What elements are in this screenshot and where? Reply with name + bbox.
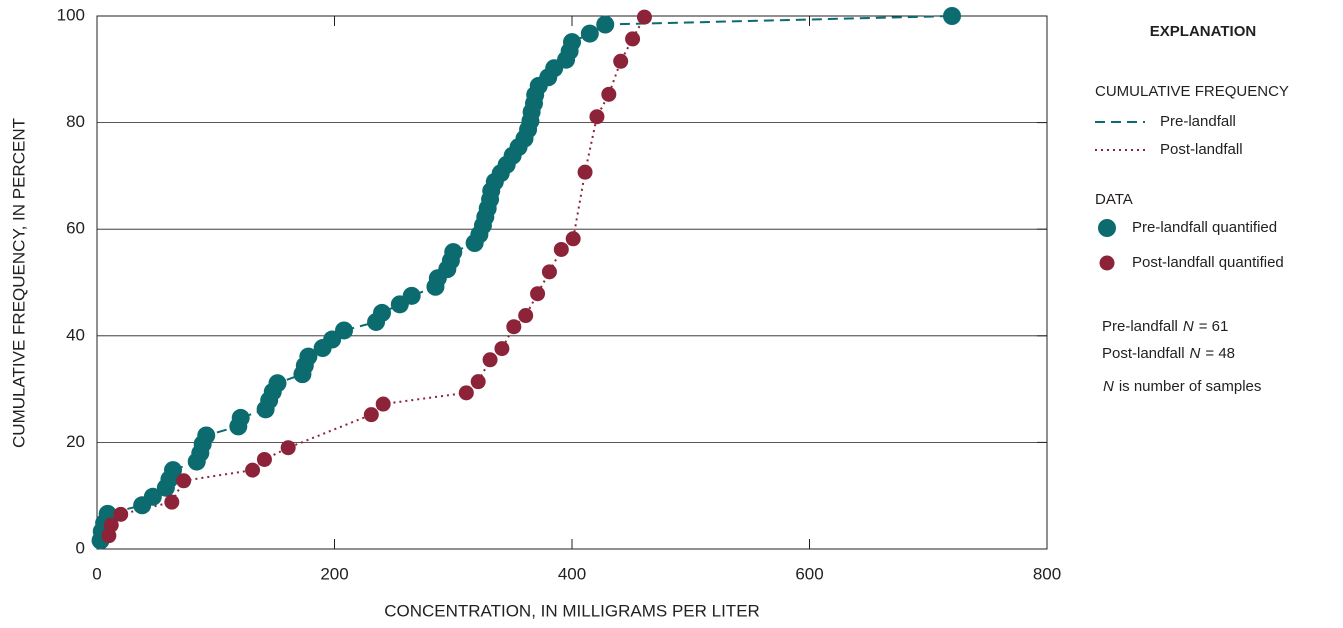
x-tick-label: 600: [795, 564, 823, 583]
y-tick-label: 100: [57, 5, 85, 24]
data-point: [268, 374, 287, 393]
legend-heading: DATA: [1095, 191, 1133, 208]
data-point: [280, 440, 296, 456]
data-point: [518, 308, 534, 324]
data-point: [563, 33, 581, 52]
x-tick-label: 800: [1033, 564, 1061, 583]
data-point: [103, 517, 119, 533]
data-point: [470, 374, 486, 390]
data-point: [164, 494, 180, 510]
data-point: [164, 461, 182, 480]
data-point: [335, 321, 353, 340]
x-axis-label: CONCENTRATION, IN MILLIGRAMS PER LITER: [384, 601, 760, 620]
legend-heading: CUMULATIVE FREQUENCY: [1095, 83, 1289, 100]
note-part: N: [1190, 345, 1201, 362]
legend-marker: [1098, 219, 1116, 237]
cumulative-line: [107, 16, 646, 536]
data-point: [565, 231, 581, 247]
data-point: [363, 407, 379, 423]
data-point: [458, 385, 474, 401]
data-point: [402, 286, 421, 305]
data-point: [601, 86, 617, 102]
data-point: [143, 487, 162, 506]
note-part: Pre-landfall: [1102, 318, 1178, 335]
y-tick-label: 40: [66, 325, 85, 344]
data-point: [482, 352, 498, 368]
data-point: [373, 303, 391, 322]
x-tick-label: 400: [558, 564, 586, 583]
data-point: [494, 341, 510, 357]
data-point: [530, 286, 546, 302]
data-point: [197, 426, 216, 445]
note-part: is number of samples: [1119, 378, 1262, 395]
data-point: [231, 408, 250, 427]
data-point: [577, 164, 593, 180]
data-point: [256, 451, 272, 467]
note-part: = 48: [1205, 345, 1235, 362]
data-point: [625, 31, 641, 47]
data-point: [943, 7, 961, 25]
note-part: N: [1103, 378, 1114, 395]
data-point: [375, 396, 391, 412]
data-point: [636, 9, 652, 25]
note-part: Post-landfall: [1102, 345, 1185, 362]
data-point: [176, 473, 192, 489]
data-point: [506, 319, 522, 335]
data-point: [113, 506, 129, 522]
legend-label: Post-landfall: [1160, 141, 1243, 158]
note-part: N: [1183, 318, 1194, 335]
plot-frame: [96, 15, 1048, 550]
legend-title: EXPLANATION: [1150, 23, 1256, 40]
y-tick-label: 80: [66, 112, 85, 131]
y-axis-label: CUMULATIVE FREQUENCY, IN PERCENT: [9, 118, 28, 448]
data-point: [541, 264, 557, 280]
note-part: = 61: [1199, 318, 1229, 335]
x-tick-label: 200: [320, 564, 348, 583]
data-point: [596, 15, 615, 34]
data-point: [245, 462, 261, 478]
x-tick-label: 0: [92, 564, 101, 583]
data-point: [613, 53, 629, 69]
data-point: [299, 347, 318, 366]
y-tick-label: 20: [66, 432, 85, 451]
data-point: [444, 243, 463, 262]
legend-note: Pre-landfall N = 61: [1102, 318, 1228, 335]
legend-label: Pre-landfall quantified: [1132, 219, 1277, 236]
data-point: [553, 241, 569, 257]
data-point: [580, 24, 599, 43]
legend-note: Post-landfall N = 48: [1102, 345, 1235, 362]
y-tick-label: 0: [76, 538, 85, 557]
legend-label: Pre-landfall: [1160, 113, 1236, 130]
y-tick-label: 60: [66, 219, 85, 238]
data-point: [589, 109, 605, 125]
legend-label: Post-landfall quantified: [1132, 254, 1284, 271]
legend-marker: [1099, 255, 1115, 271]
